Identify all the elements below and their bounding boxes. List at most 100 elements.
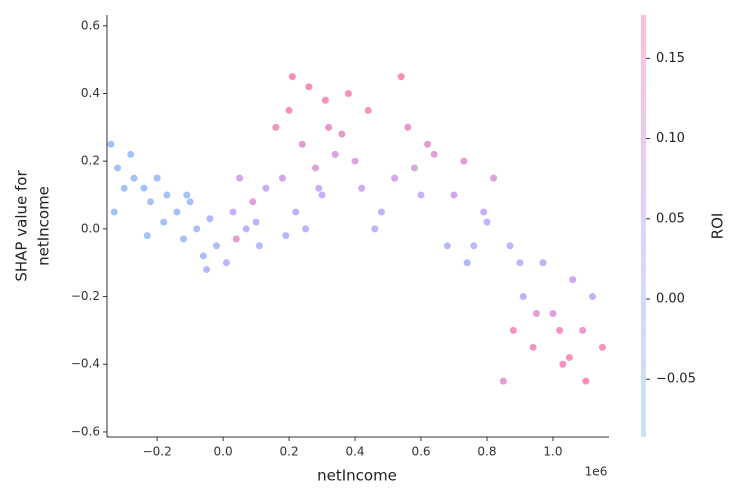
point — [509, 326, 517, 334]
point — [199, 252, 207, 260]
point — [483, 218, 491, 226]
point — [529, 343, 537, 351]
point — [127, 150, 135, 158]
point — [222, 259, 230, 267]
point — [206, 215, 214, 223]
point — [480, 208, 488, 216]
point — [430, 150, 438, 158]
point — [143, 232, 151, 240]
x-tick-label: 0.8 — [477, 445, 496, 459]
point — [140, 184, 148, 192]
point — [298, 140, 306, 148]
point — [311, 164, 319, 172]
point — [262, 184, 270, 192]
point — [579, 326, 587, 334]
point — [569, 276, 577, 284]
point — [470, 242, 478, 250]
point — [490, 174, 498, 182]
colorbar-label: ROI — [709, 213, 727, 240]
point — [282, 232, 290, 240]
colorbar-tick-label: 0.15 — [656, 51, 685, 66]
point — [371, 225, 379, 233]
point — [110, 208, 118, 216]
point — [338, 130, 346, 138]
point — [582, 377, 590, 385]
point — [532, 309, 540, 317]
point — [213, 242, 221, 250]
y-tick-label: 0.4 — [81, 86, 100, 100]
point — [331, 150, 339, 158]
point — [242, 225, 250, 233]
point — [556, 326, 564, 334]
point — [153, 174, 161, 182]
point — [539, 259, 547, 267]
point — [229, 208, 237, 216]
point — [321, 96, 329, 104]
point — [232, 235, 240, 243]
point — [404, 123, 412, 131]
point — [252, 218, 260, 226]
colorbar — [641, 15, 646, 437]
point — [519, 293, 527, 301]
point — [315, 184, 323, 192]
point — [183, 191, 191, 199]
x-axis-label: netIncome — [317, 467, 397, 485]
point — [203, 265, 211, 273]
point — [255, 242, 263, 250]
point — [460, 157, 468, 165]
point — [516, 259, 524, 267]
point — [391, 174, 399, 182]
x-tick-label: 0.6 — [411, 445, 430, 459]
point — [285, 106, 293, 114]
point — [130, 174, 138, 182]
y-tick-label: 0.2 — [81, 154, 100, 168]
point — [424, 140, 432, 148]
point — [180, 235, 188, 243]
point — [160, 218, 168, 226]
point — [163, 191, 171, 199]
point — [288, 73, 296, 81]
point — [249, 198, 257, 206]
point — [499, 377, 507, 385]
point — [193, 225, 201, 233]
y-axis-label: netIncome — [35, 186, 53, 266]
point — [450, 191, 458, 199]
point — [559, 360, 567, 368]
point — [120, 184, 128, 192]
colorbar-tick-label: 0.05 — [656, 211, 685, 226]
point — [173, 208, 181, 216]
point — [186, 198, 194, 206]
x-tick-label: 0.2 — [280, 445, 299, 459]
point — [292, 208, 300, 216]
y-axis-label: SHAP value for — [13, 170, 31, 282]
point — [236, 174, 244, 182]
x-tick-label: 1.0 — [543, 445, 562, 459]
y-tick-label: −0.6 — [71, 424, 100, 438]
point — [351, 157, 359, 165]
point — [364, 106, 372, 114]
y-tick-label: 0.6 — [81, 18, 100, 32]
point — [147, 198, 155, 206]
point — [549, 309, 557, 317]
point — [114, 164, 122, 172]
point — [358, 184, 366, 192]
y-tick-label: −0.2 — [71, 289, 100, 303]
point — [302, 225, 310, 233]
point — [318, 191, 326, 199]
point — [325, 123, 333, 131]
point — [278, 174, 286, 182]
point — [417, 191, 425, 199]
x-tick-label: −0.2 — [143, 445, 172, 459]
x-offset-label: 1e6 — [585, 465, 608, 479]
point — [397, 73, 405, 81]
x-tick-label: 0.4 — [345, 445, 364, 459]
points — [107, 73, 606, 385]
point — [272, 123, 280, 131]
point — [598, 343, 606, 351]
y-tick-label: 0.0 — [81, 221, 100, 235]
point — [506, 242, 514, 250]
point — [344, 90, 352, 98]
colorbar-tick-label: −0.05 — [656, 372, 696, 387]
colorbar-tick-label: 0.10 — [656, 131, 685, 146]
